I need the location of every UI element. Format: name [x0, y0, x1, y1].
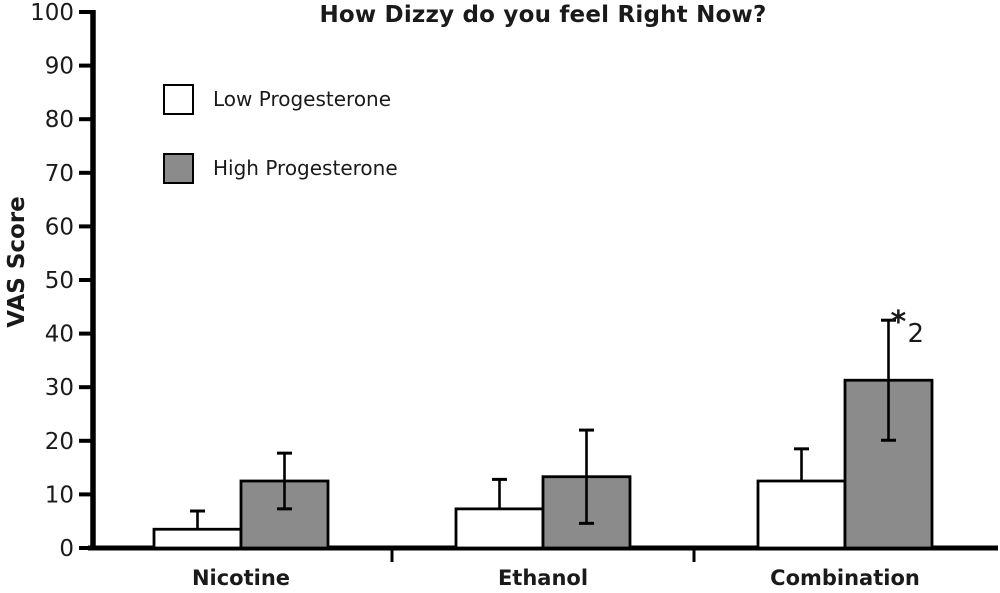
x-category-label-combination: Combination — [770, 566, 920, 590]
chart-title: How Dizzy do you feel Right Now? — [319, 2, 767, 28]
bar-low-progesterone-nicotine — [152, 527, 243, 550]
legend-item-high-progesterone: High Progesterone — [163, 152, 398, 184]
legend-swatch-high-progesterone — [163, 152, 194, 184]
y-tick-label: 80 — [45, 107, 74, 133]
y-tick-label: 60 — [45, 214, 74, 240]
y-tick-label: 90 — [45, 54, 74, 80]
y-tick-label: 70 — [45, 161, 74, 187]
legend: Low Progesterone High Progesterone — [163, 83, 398, 222]
annotation-2: 2 — [908, 319, 925, 349]
legend-label-high-progesterone: High Progesterone — [213, 156, 398, 180]
bar-low-progesterone-combination — [756, 479, 847, 550]
y-tick-label: 20 — [45, 429, 74, 455]
legend-swatch-low-progesterone — [163, 83, 194, 115]
y-tick-label: 10 — [45, 482, 74, 508]
y-tick-label: 30 — [45, 375, 74, 401]
bar-low-progesterone-ethanol — [454, 507, 545, 550]
y-tick-label: 50 — [45, 268, 74, 294]
legend-item-low-progesterone: Low Progesterone — [163, 83, 398, 115]
y-tick-label: 40 — [45, 322, 74, 348]
x-category-label-nicotine: Nicotine — [192, 566, 290, 590]
legend-label-low-progesterone: Low Progesterone — [213, 87, 392, 111]
annotation-asterisk: * — [891, 305, 907, 340]
y-tick-label: 100 — [30, 0, 74, 26]
y-tick-label: 0 — [59, 536, 74, 562]
x-category-label-ethanol: Ethanol — [498, 566, 588, 590]
